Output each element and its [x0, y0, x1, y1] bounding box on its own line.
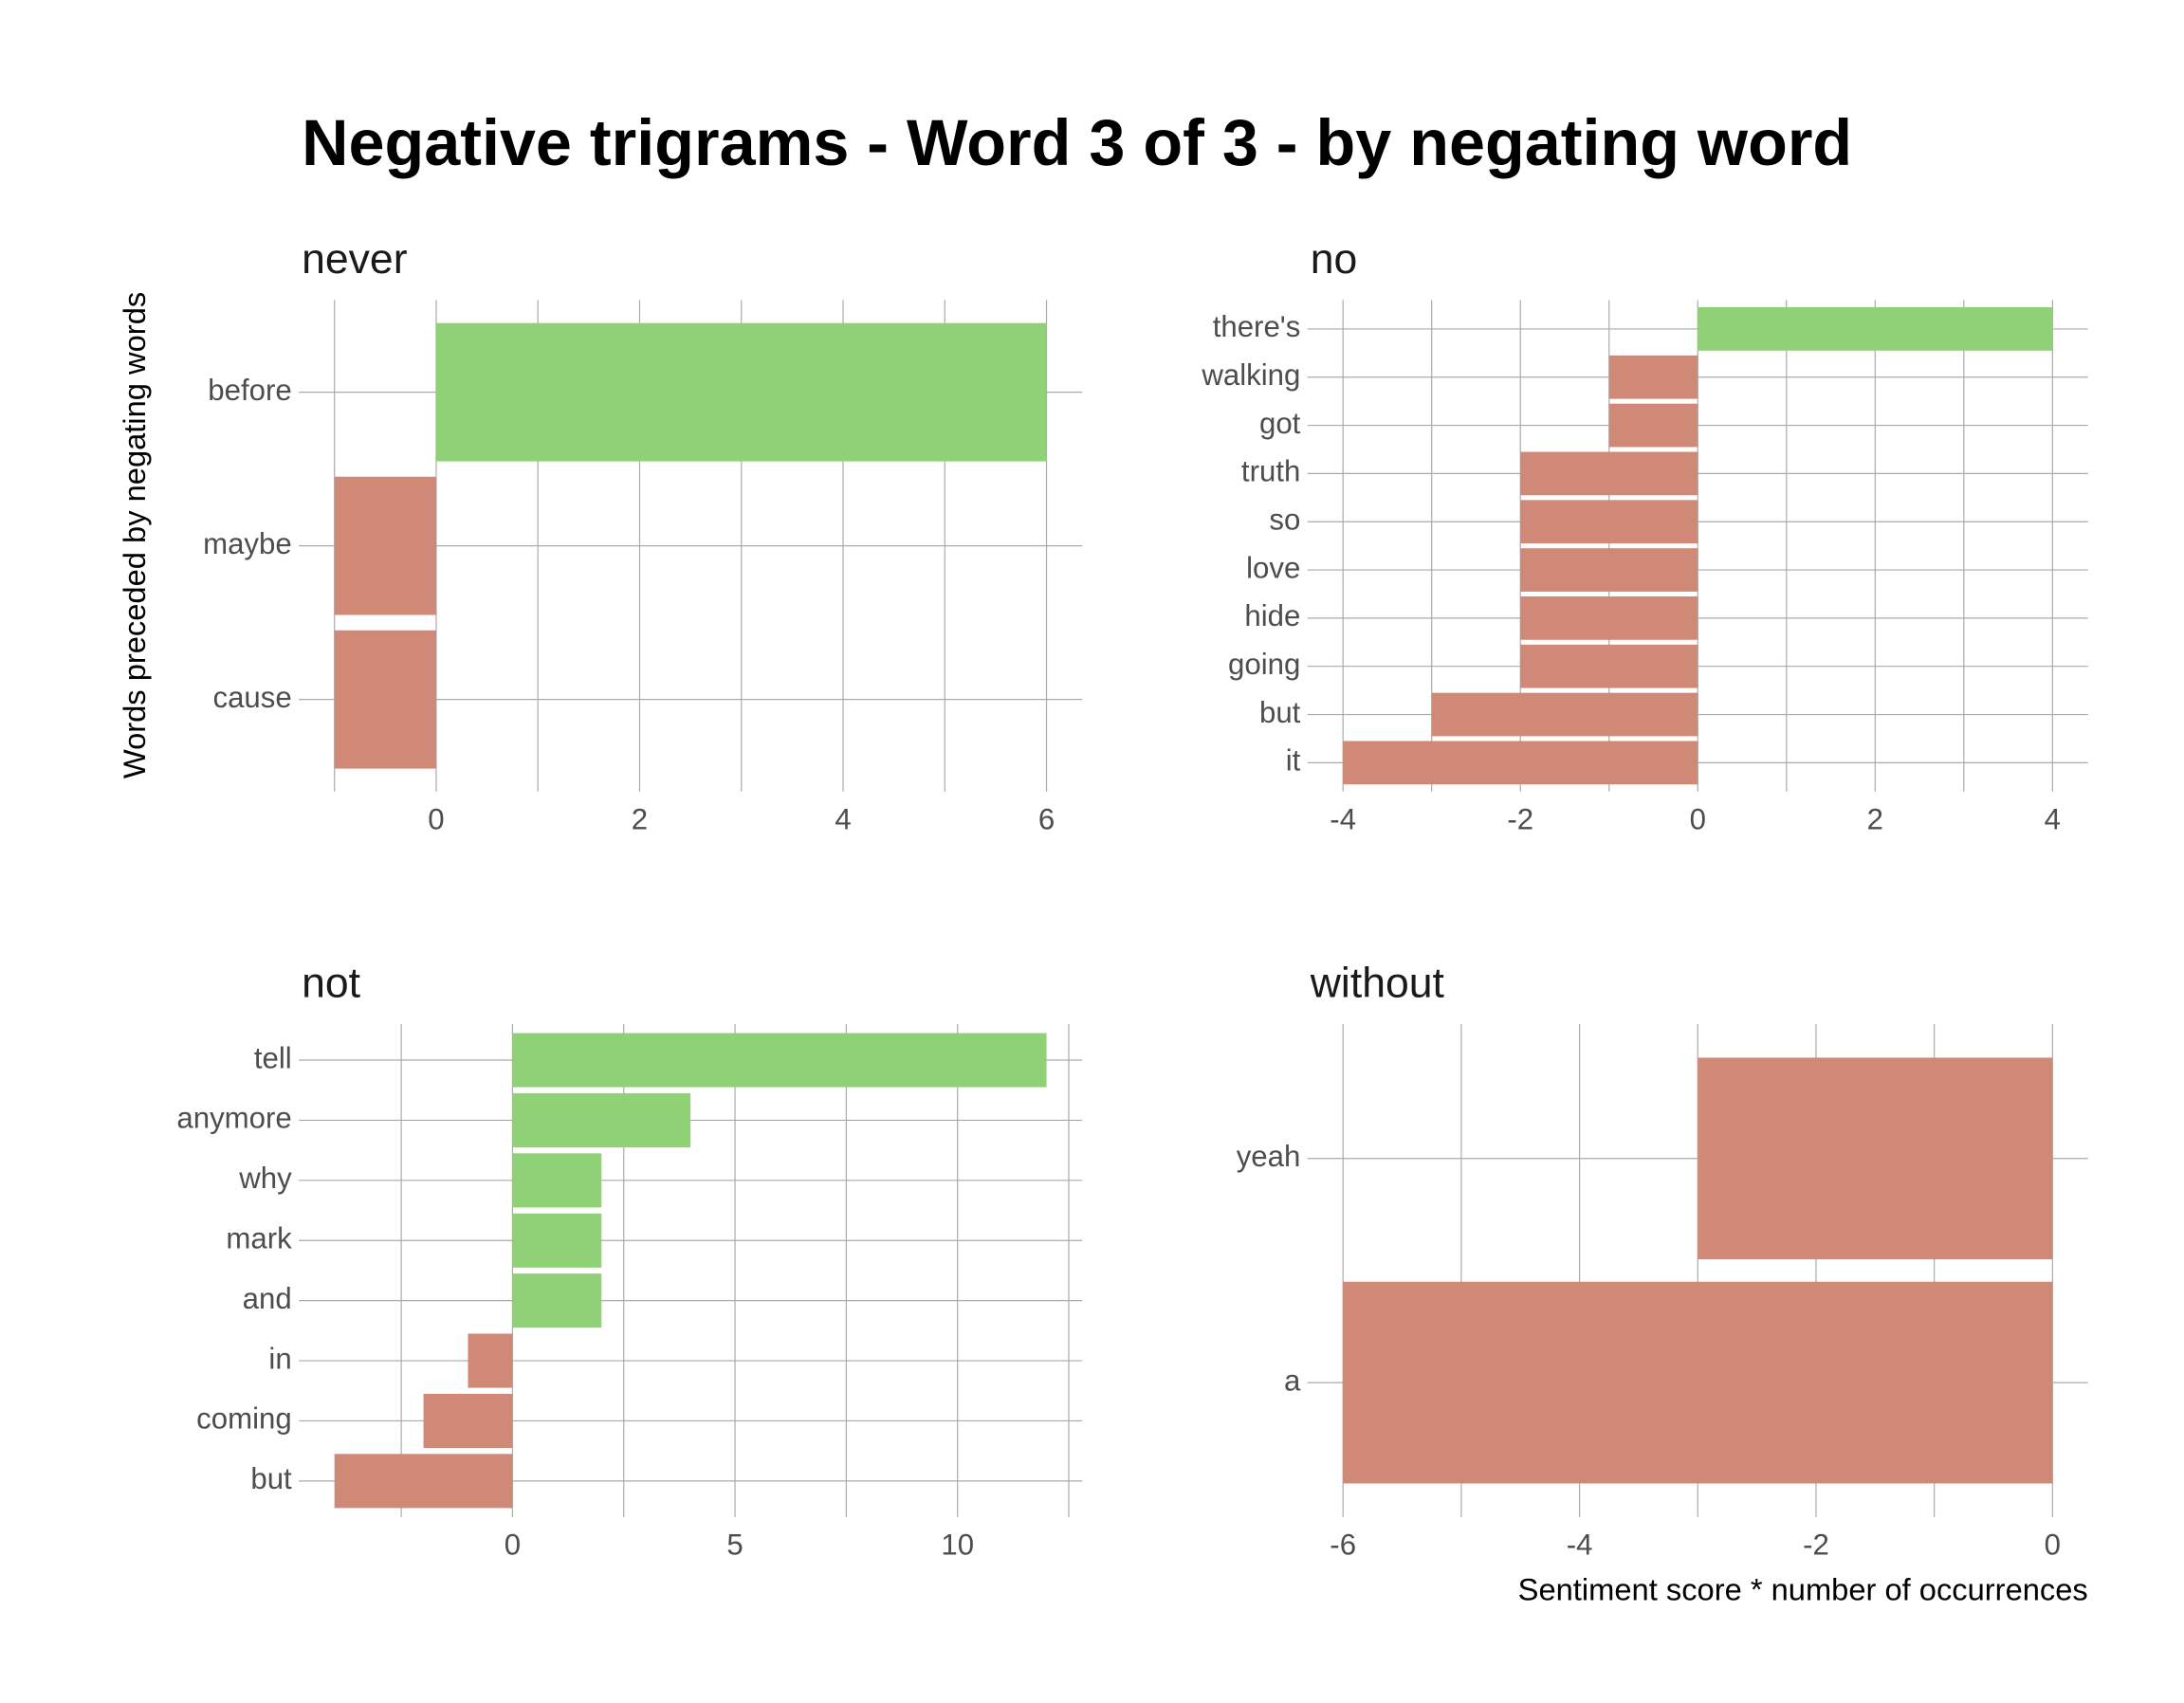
bar	[334, 476, 436, 615]
facet-title: not	[302, 961, 361, 1007]
chart-title: Negative trigrams - Word 3 of 3 - by neg…	[302, 107, 1852, 179]
x-tick-label: 0	[428, 802, 444, 835]
x-tick-label: -4	[1567, 1528, 1593, 1561]
y-tick-label: but	[250, 1462, 292, 1495]
x-tick-label: 2	[1867, 802, 1883, 835]
bar	[435, 322, 1047, 462]
x-tick-label: -4	[1330, 802, 1356, 835]
y-tick-label: coming	[196, 1402, 292, 1436]
bar	[1608, 355, 1698, 399]
bar	[512, 1092, 691, 1147]
bar	[334, 630, 436, 769]
facet-title: never	[302, 236, 408, 283]
x-tick-label: 2	[632, 802, 648, 835]
bar	[468, 1333, 513, 1388]
y-tick-label: love	[1246, 551, 1300, 584]
bar	[1431, 692, 1698, 737]
x-tick-label: 0	[2045, 1528, 2061, 1561]
y-tick-label: yeah	[1237, 1140, 1301, 1173]
bar	[1520, 500, 1698, 544]
x-tick-label: 10	[941, 1528, 974, 1561]
x-tick-label: 6	[1038, 802, 1055, 835]
y-tick-label: going	[1228, 648, 1300, 681]
x-tick-label: -2	[1803, 1528, 1829, 1561]
y-tick-label: mark	[226, 1221, 292, 1254]
y-axis-label: Words preceded by negating words	[117, 292, 152, 778]
x-tick-label: -2	[1507, 802, 1533, 835]
bar	[1520, 644, 1698, 688]
y-tick-label: hide	[1244, 599, 1300, 632]
y-tick-label: cause	[212, 681, 291, 714]
x-tick-label: 0	[1690, 802, 1706, 835]
x-tick-label: 4	[835, 802, 851, 835]
y-tick-label: tell	[254, 1041, 292, 1074]
facet-title: no	[1311, 236, 1358, 283]
y-tick-label: so	[1269, 503, 1300, 536]
y-tick-label: in	[268, 1342, 291, 1375]
y-tick-label: a	[1284, 1364, 1301, 1397]
y-tick-label: why	[238, 1162, 292, 1195]
bar	[1343, 1281, 2053, 1484]
facet-title: without	[1310, 961, 1445, 1007]
x-tick-label: 5	[726, 1528, 743, 1561]
y-tick-label: it	[1286, 744, 1301, 778]
x-tick-label: -6	[1330, 1528, 1356, 1561]
y-tick-label: and	[243, 1282, 292, 1315]
x-tick-label: 0	[505, 1528, 521, 1561]
bar	[1520, 548, 1698, 592]
bar	[1608, 403, 1698, 448]
bar	[512, 1273, 602, 1328]
y-tick-label: there's	[1213, 310, 1301, 343]
bar	[1520, 596, 1698, 640]
y-tick-label: truth	[1241, 455, 1300, 488]
bar	[1698, 307, 2053, 351]
x-tick-label: 4	[2045, 802, 2061, 835]
bar	[512, 1033, 1047, 1088]
bar	[1520, 451, 1698, 496]
y-tick-label: maybe	[203, 527, 292, 560]
bar	[423, 1393, 513, 1448]
x-axis-label: Sentiment score * number of occurrences	[1518, 1571, 2088, 1606]
bar	[512, 1213, 602, 1268]
y-tick-label: walking	[1201, 358, 1300, 392]
bar	[1698, 1057, 2053, 1260]
y-tick-label: got	[1259, 407, 1301, 440]
bar	[512, 1153, 602, 1208]
bar	[334, 1454, 513, 1509]
y-tick-label: before	[208, 374, 291, 407]
y-tick-label: anymore	[176, 1102, 291, 1135]
y-tick-label: but	[1259, 696, 1301, 729]
bar	[1343, 741, 1698, 785]
